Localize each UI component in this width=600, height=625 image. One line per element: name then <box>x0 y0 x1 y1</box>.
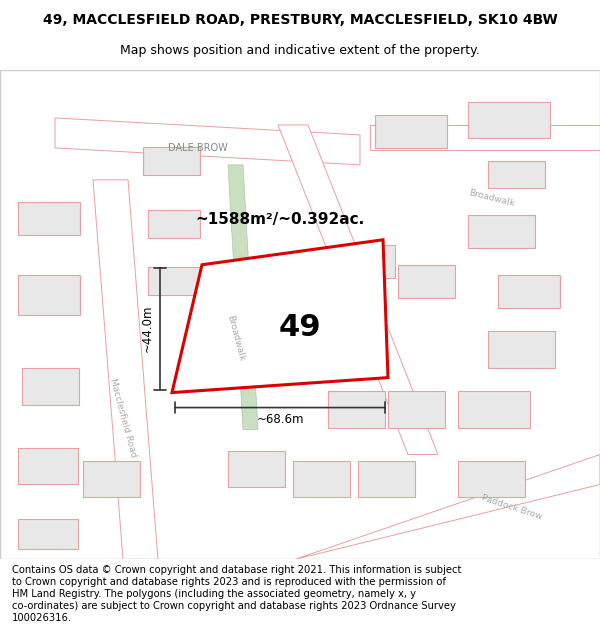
Bar <box>293 461 350 498</box>
Text: to Crown copyright and database rights 2023 and is reproduced with the permissio: to Crown copyright and database rights 2… <box>12 577 446 587</box>
Text: Paddock Brow: Paddock Brow <box>481 493 544 521</box>
Polygon shape <box>278 125 438 454</box>
Text: 49, MACCLESFIELD ROAD, PRESTBURY, MACCLESFIELD, SK10 4BW: 49, MACCLESFIELD ROAD, PRESTBURY, MACCLE… <box>43 12 557 27</box>
Bar <box>488 331 555 367</box>
Bar <box>498 275 560 308</box>
Bar <box>338 245 395 278</box>
Text: HM Land Registry. The polygons (including the associated geometry, namely x, y: HM Land Registry. The polygons (includin… <box>12 589 416 599</box>
Text: ~44.0m: ~44.0m <box>140 305 154 352</box>
Text: ~68.6m: ~68.6m <box>256 413 304 426</box>
Polygon shape <box>172 240 388 392</box>
Bar <box>388 391 445 428</box>
Bar <box>468 215 535 248</box>
Bar <box>18 448 78 484</box>
Polygon shape <box>228 165 258 429</box>
Bar <box>458 461 525 498</box>
Bar <box>148 267 200 295</box>
Bar <box>458 391 530 428</box>
Bar <box>468 102 550 138</box>
Text: Broadwalk: Broadwalk <box>226 314 247 362</box>
Polygon shape <box>295 454 600 559</box>
Bar <box>18 275 80 315</box>
Polygon shape <box>93 180 158 559</box>
Bar <box>18 519 78 549</box>
Polygon shape <box>55 118 360 165</box>
Text: Broadwalk: Broadwalk <box>468 188 516 208</box>
Bar <box>375 115 447 148</box>
Text: 49: 49 <box>278 313 322 342</box>
Text: co-ordinates) are subject to Crown copyright and database rights 2023 Ordnance S: co-ordinates) are subject to Crown copyr… <box>12 601 456 611</box>
Bar <box>83 461 140 498</box>
Polygon shape <box>370 125 600 150</box>
Bar <box>143 147 200 175</box>
Text: 100026316.: 100026316. <box>12 613 72 623</box>
Bar <box>228 451 285 488</box>
Text: ~1588m²/~0.392ac.: ~1588m²/~0.392ac. <box>196 213 365 228</box>
Bar <box>398 265 455 298</box>
Text: DALE BROW: DALE BROW <box>168 143 228 153</box>
Bar <box>22 368 79 404</box>
Bar <box>18 202 80 235</box>
Text: Map shows position and indicative extent of the property.: Map shows position and indicative extent… <box>120 44 480 57</box>
Text: Contains OS data © Crown copyright and database right 2021. This information is : Contains OS data © Crown copyright and d… <box>12 564 461 574</box>
Bar <box>488 161 545 188</box>
Bar <box>358 461 415 498</box>
Bar <box>328 391 385 428</box>
Bar <box>148 210 200 238</box>
Text: Macclesfield Road: Macclesfield Road <box>108 377 138 458</box>
